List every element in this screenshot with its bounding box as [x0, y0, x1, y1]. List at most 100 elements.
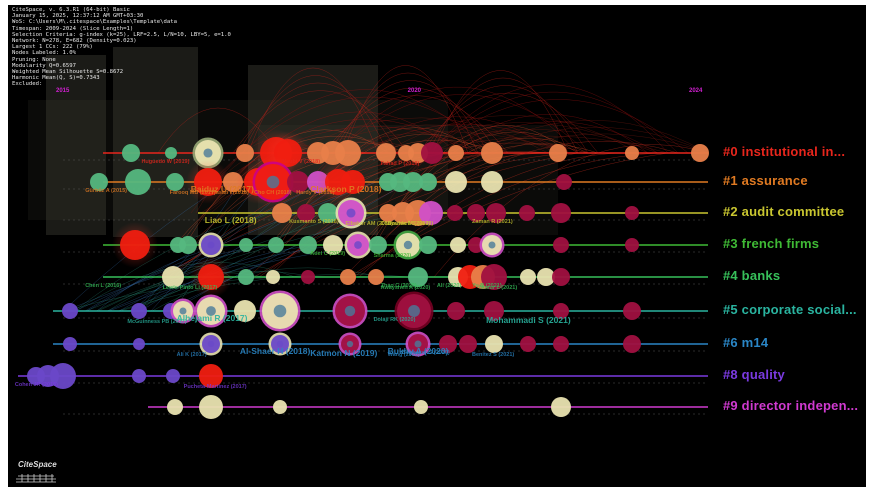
citation-node[interactable] — [297, 204, 315, 222]
cluster-label-5[interactable]: #5 corporate social... — [723, 302, 857, 317]
citation-node[interactable] — [165, 147, 177, 159]
timeline-view[interactable]: Neubi V (2018) Fahad P (2019) Huguedo W (2… — [8, 5, 866, 487]
citation-node[interactable] — [120, 230, 150, 260]
citation-node[interactable] — [484, 301, 504, 321]
node-label: Gürbüz A (2015) — [85, 188, 127, 194]
citation-node[interactable] — [272, 203, 292, 223]
citation-node[interactable] — [335, 140, 361, 166]
citation-node[interactable] — [62, 303, 78, 319]
citation-node[interactable] — [340, 269, 356, 285]
node-label: Chavalide M (2019) — [381, 221, 431, 227]
citation-node[interactable] — [447, 205, 463, 221]
citation-node[interactable] — [552, 268, 570, 286]
cluster-label-1[interactable]: #1 assurance — [723, 173, 808, 188]
citation-node[interactable] — [447, 302, 465, 320]
citation-node[interactable] — [368, 269, 384, 285]
citation-node[interactable] — [131, 303, 147, 319]
citation-node[interactable] — [623, 302, 641, 320]
citation-node[interactable] — [520, 269, 536, 285]
citation-node[interactable] — [553, 237, 569, 253]
citation-node[interactable] — [625, 238, 639, 252]
citation-node[interactable] — [625, 146, 639, 160]
citation-node[interactable] — [179, 236, 197, 254]
citation-node[interactable] — [90, 173, 108, 191]
citation-node[interactable] — [369, 236, 387, 254]
citation-node[interactable] — [481, 142, 503, 164]
citation-node[interactable] — [448, 145, 464, 161]
citation-node[interactable] — [551, 203, 571, 223]
citation-node[interactable] — [236, 144, 254, 162]
citation-node[interactable] — [403, 172, 423, 192]
citation-node[interactable] — [439, 335, 457, 353]
node-label: Mohammadi S (2021) — [486, 315, 571, 325]
cluster-label-4[interactable]: #4 banks — [723, 268, 781, 283]
citation-node[interactable] — [376, 143, 396, 163]
citation-node[interactable] — [520, 336, 536, 352]
citation-node[interactable] — [553, 336, 569, 352]
citation-node[interactable] — [459, 335, 477, 353]
node-label: Elbakor AM (2019) — [345, 221, 393, 227]
citation-node[interactable] — [551, 397, 571, 417]
citation-node[interactable] — [445, 171, 467, 193]
citation-node[interactable] — [421, 142, 443, 164]
citation-node[interactable] — [408, 267, 428, 287]
citation-node[interactable] — [50, 363, 76, 389]
citation-node[interactable] — [419, 201, 443, 225]
citation-node[interactable] — [266, 270, 280, 284]
citation-node[interactable] — [318, 203, 338, 223]
citation-node[interactable] — [549, 144, 567, 162]
citation-node[interactable] — [450, 237, 466, 253]
citation-node[interactable] — [519, 205, 535, 221]
citation-node[interactable] — [198, 264, 224, 290]
cluster-label-8[interactable]: #8 quality — [723, 367, 785, 382]
citation-node[interactable] — [323, 235, 343, 255]
citation-nodes[interactable] — [27, 129, 709, 419]
citation-node[interactable] — [537, 268, 555, 286]
citation-node[interactable] — [132, 369, 146, 383]
citation-node[interactable] — [122, 144, 140, 162]
citation-node[interactable] — [63, 337, 77, 351]
citation-node[interactable] — [553, 303, 569, 319]
visualization-canvas[interactable]: Neubi V (2018) Fahad P (2019) Huguedo W (2… — [8, 5, 866, 487]
citation-node[interactable] — [268, 237, 284, 253]
citation-node[interactable] — [419, 236, 437, 254]
citation-node[interactable] — [485, 335, 503, 353]
citation-node[interactable] — [166, 173, 184, 191]
citation-node[interactable] — [166, 369, 180, 383]
citation-node[interactable] — [234, 300, 256, 322]
citation-node[interactable] — [194, 168, 222, 196]
citation-node[interactable] — [162, 266, 184, 288]
cluster-label-2[interactable]: #2 audit committee — [723, 204, 845, 219]
citation-node[interactable] — [299, 236, 317, 254]
citation-node[interactable] — [273, 400, 287, 414]
citation-node[interactable] — [167, 399, 183, 415]
cluster-label-6[interactable]: #6 m14 — [723, 335, 769, 350]
cluster-label-0[interactable]: #0 institutional in... — [723, 144, 846, 159]
node-label: Zaman R (2021) — [472, 219, 513, 225]
node-label: Bukhy A (2020) — [388, 346, 449, 356]
citation-node[interactable] — [287, 171, 309, 193]
cluster-label-3[interactable]: #3 french firms — [723, 236, 820, 251]
cluster-label-9[interactable]: #9 director indepen... — [723, 398, 859, 413]
citation-node[interactable] — [199, 395, 223, 419]
citation-node[interactable] — [239, 238, 253, 252]
citation-node[interactable] — [691, 144, 709, 162]
citation-node[interactable] — [341, 170, 365, 194]
citation-node[interactable] — [481, 264, 507, 290]
citation-node[interactable] — [238, 269, 254, 285]
citation-node[interactable] — [467, 204, 485, 222]
citation-node[interactable] — [556, 174, 572, 190]
citation-node[interactable] — [414, 400, 428, 414]
citation-node[interactable] — [419, 173, 437, 191]
citation-node[interactable] — [623, 335, 641, 353]
citation-node[interactable] — [199, 364, 223, 388]
citation-node[interactable] — [486, 203, 506, 223]
citation-node[interactable] — [468, 237, 484, 253]
citation-node[interactable] — [301, 270, 315, 284]
citation-node[interactable] — [133, 338, 145, 350]
citation-node[interactable] — [481, 171, 503, 193]
citation-node[interactable] — [625, 206, 639, 220]
citation-node[interactable] — [125, 169, 151, 195]
summary-line: CiteSpace, v. 6.3.R1 (64-bit) Basic — [12, 7, 130, 13]
citation-node[interactable] — [379, 204, 397, 222]
